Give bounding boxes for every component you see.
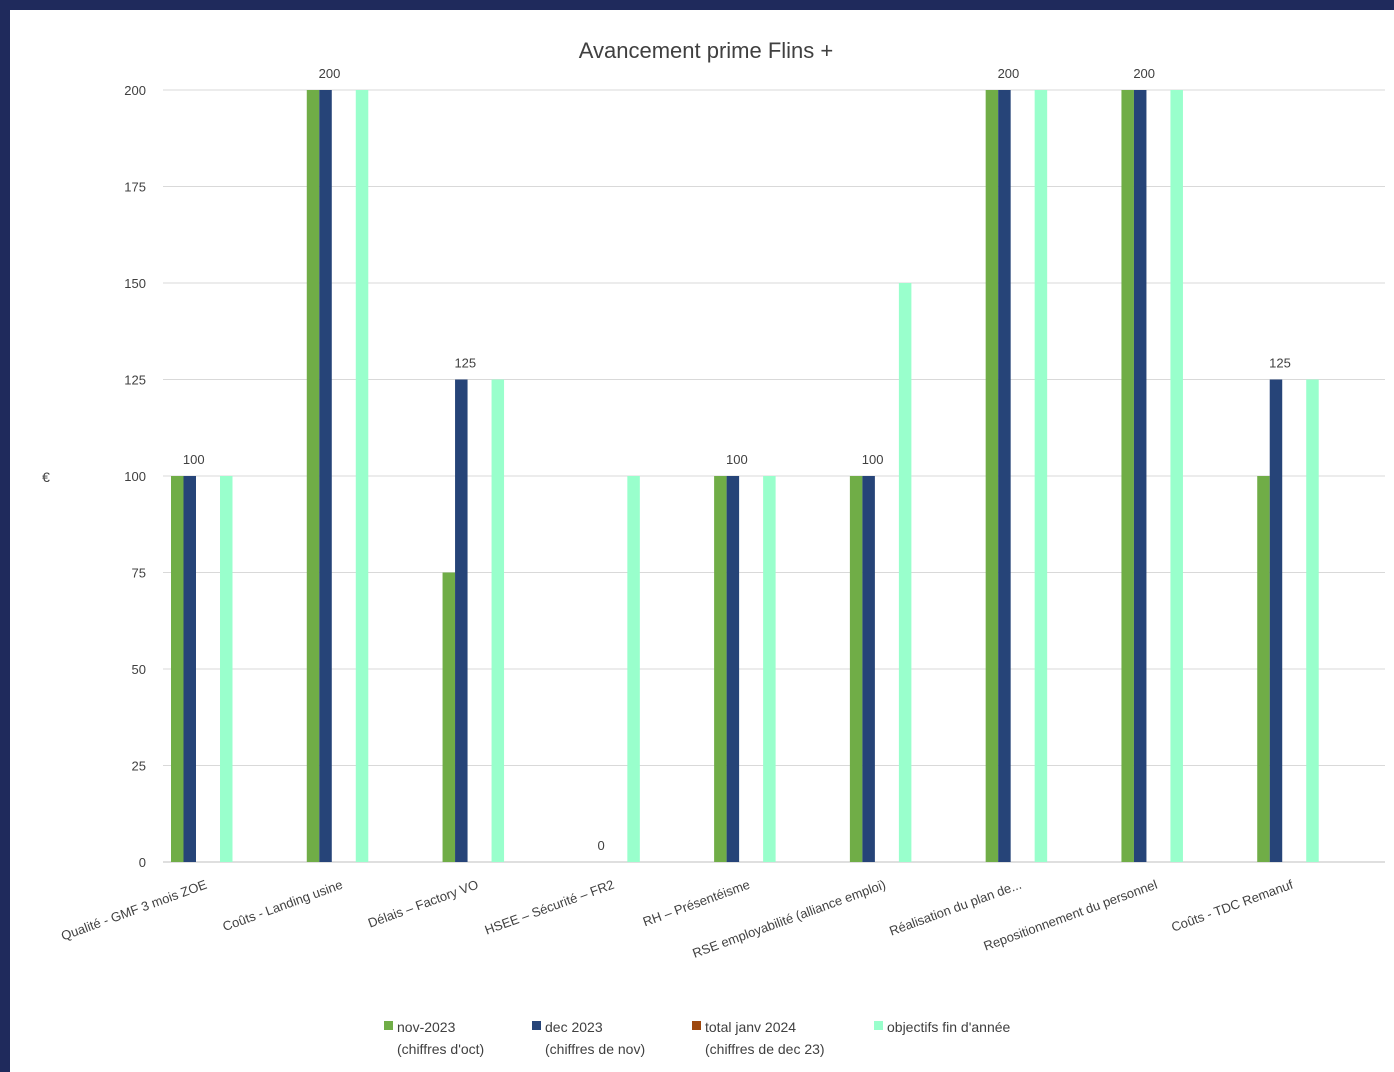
legend-label: total janv 2024	[705, 1019, 797, 1035]
data-label: 125	[1269, 356, 1291, 371]
y-tick-label: 50	[132, 662, 146, 677]
bar-3-3	[627, 476, 640, 862]
bars	[171, 90, 1319, 862]
category-label: HSEE – Sécurité – FR2	[483, 877, 616, 938]
legend-item: nov-2023 (chiffres d'oct)	[384, 1016, 532, 1060]
bar-5-0	[849, 476, 863, 862]
bar-7-1	[1133, 90, 1147, 862]
category-label: Délais – Factory VO	[366, 877, 480, 931]
bar-5-1	[862, 476, 875, 862]
bar-0-3	[220, 476, 233, 862]
data-label: 100	[726, 452, 748, 467]
chart-title: Avancement prime Flins +	[579, 38, 834, 63]
legend-sublabel: (chiffres d'oct)	[397, 1041, 485, 1057]
data-label: 100	[862, 452, 884, 467]
y-tick-label: 125	[124, 373, 146, 388]
bar-4-1	[726, 476, 740, 862]
y-axis-label: €	[42, 469, 50, 485]
y-tick-labels: 0 25 50 75 100 125 150 175 200	[124, 83, 146, 870]
y-tick-label: 25	[132, 759, 146, 774]
bar-4-0	[714, 476, 727, 862]
y-tick-label: 200	[124, 83, 146, 98]
bar-8-0	[1257, 476, 1270, 862]
y-tick-label: 75	[132, 566, 146, 581]
legend-sublabel: (chiffres de nov)	[545, 1041, 646, 1057]
bar-4-3	[763, 476, 776, 862]
legend-label: nov-2023	[397, 1019, 456, 1035]
bar-1-0	[306, 90, 320, 862]
category-label: RH – Présentéisme	[641, 877, 752, 930]
bar-6-1	[998, 90, 1011, 862]
category-label: Coûts - Landing usine	[221, 877, 345, 934]
legend-swatch	[692, 1021, 701, 1030]
y-tick-label: 150	[124, 276, 146, 291]
legend-swatch	[532, 1021, 541, 1030]
legend-swatch	[874, 1021, 883, 1030]
bar-1-3	[355, 90, 369, 862]
legend-label: objectifs fin d'année	[887, 1019, 1011, 1035]
bar-1-1	[319, 90, 332, 862]
bar-0-0	[171, 476, 184, 862]
data-label: 200	[998, 66, 1020, 81]
bar-2-1	[455, 379, 468, 862]
bar-5-3	[898, 283, 912, 862]
data-label: 125	[454, 356, 476, 371]
y-tick-label: 0	[139, 855, 146, 870]
data-label: 100	[183, 452, 205, 467]
legend-item: objectifs fin d'année	[874, 1016, 1054, 1060]
legend-label: dec 2023	[545, 1019, 603, 1035]
data-labels: 100 200 125 0 100 100 200 200 125	[183, 66, 1291, 853]
bar-6-0	[985, 90, 999, 862]
bar-8-3	[1306, 379, 1319, 862]
y-tick-label: 175	[124, 180, 146, 195]
data-label: 200	[1133, 66, 1155, 81]
y-tick-label: 100	[124, 469, 146, 484]
category-labels: Qualité - GMF 3 mois ZOE Coûts - Landing …	[59, 877, 1295, 961]
bar-6-3	[1034, 90, 1048, 862]
bar-2-3	[491, 379, 505, 862]
bar-2-0	[442, 572, 456, 862]
category-label: Réalisation du plan de...	[887, 877, 1023, 939]
legend-item: dec 2023 (chiffres de nov)	[532, 1016, 692, 1060]
legend-item: total janv 2024 (chiffres de dec 23)	[692, 1016, 874, 1060]
bar-8-1	[1269, 379, 1283, 862]
legend-sublabel: (chiffres de dec 23)	[705, 1041, 825, 1057]
bar-7-0	[1121, 90, 1134, 862]
bar-0-1	[183, 476, 196, 862]
data-label: 200	[319, 66, 341, 81]
legend-swatch	[384, 1021, 393, 1030]
category-label: Qualité - GMF 3 mois ZOE	[59, 877, 209, 944]
category-label: Coûts - TDC Remanuf	[1169, 877, 1295, 935]
data-label: 0	[597, 838, 604, 853]
legend: nov-2023 (chiffres d'oct) dec 2023 (chiffre…	[384, 1016, 1054, 1060]
bar-7-3	[1170, 90, 1183, 862]
